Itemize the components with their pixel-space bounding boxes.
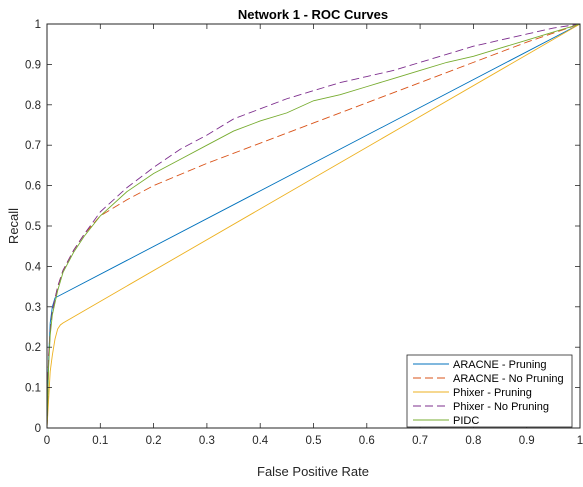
- x-tick-label: 0.4: [252, 435, 269, 447]
- y-tick-label: 1: [35, 19, 41, 31]
- ticks-layer: 0 0.1 0.2 0.3 0.4 0.5 0.6 0.7 0.8 0.9 1 0 0.1 0.2 0.3 0…: [25, 19, 583, 447]
- x-tick-label: 0.9: [519, 435, 535, 447]
- series-line-4: [46, 23, 581, 429]
- legend-label-0: ARACNE - Pruning: [453, 359, 547, 371]
- series-line-1: [46, 23, 581, 429]
- y-axis-label: Recall: [6, 208, 21, 244]
- legend-label-3: Phixer - No Pruning: [453, 401, 549, 413]
- x-tick-label: 0.2: [146, 435, 162, 447]
- y-tick-label: 0.6: [25, 181, 41, 193]
- y-tick-label: 0.5: [25, 221, 41, 233]
- series-line-3: [46, 23, 581, 429]
- y-tick-label: 0.1: [25, 383, 41, 395]
- x-tick-label: 0.6: [359, 435, 375, 447]
- legend-label-1: ARACNE - No Pruning: [453, 373, 564, 385]
- y-tick-label: 0.2: [25, 342, 41, 354]
- y-tick-label: 0: [35, 423, 41, 435]
- series-layer: [46, 23, 581, 429]
- legend-label-2: Phixer - Pruning: [453, 387, 532, 399]
- chart-title: Network 1 - ROC Curves: [238, 7, 388, 22]
- y-tick-label: 0.4: [25, 261, 42, 273]
- y-tick-label: 0.3: [25, 302, 41, 314]
- legend-label-4: PIDC: [453, 415, 479, 427]
- legend: ARACNE - Pruning ARACNE - No Pruning Phixe…: [406, 354, 573, 428]
- x-axis-label: False Positive Rate: [257, 464, 369, 479]
- series-line-2: [46, 23, 581, 429]
- x-tick-label: 0: [44, 435, 50, 447]
- x-tick-label: 0.3: [199, 435, 215, 447]
- x-tick-label: 0.8: [465, 435, 481, 447]
- y-tick-label: 0.8: [25, 100, 41, 112]
- x-tick-label: 1: [577, 435, 583, 447]
- y-tick-label: 0.9: [25, 59, 41, 71]
- legend-box: [406, 354, 573, 428]
- y-tick-label: 0.7: [25, 140, 41, 152]
- x-tick-label: 0.5: [306, 435, 322, 447]
- x-tick-label: 0.7: [412, 435, 428, 447]
- x-tick-label: 0.1: [92, 435, 108, 447]
